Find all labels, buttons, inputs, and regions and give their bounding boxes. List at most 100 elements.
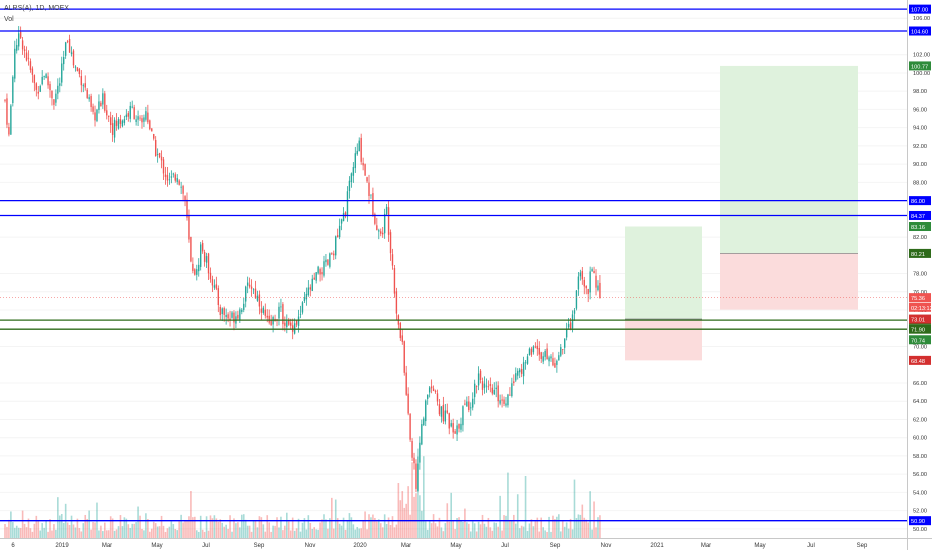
long-term-long-profit-zone[interactable] [720,65,858,254]
candle-body [554,363,556,368]
volume-bar [313,527,316,538]
volume-bar [60,513,63,538]
candle-body [231,312,233,318]
candle-body [460,423,462,430]
candle-body [313,277,315,280]
candle-body [45,74,47,79]
time-tick-label: 6 [11,543,15,549]
candle-body [567,324,570,328]
candle-body [370,194,372,196]
candle-body [239,309,241,320]
price-tick-label: 50.00 [913,527,927,533]
candle-body [589,271,591,293]
candle-body [301,302,304,313]
candle-body [17,33,20,47]
volume-bar [90,529,92,538]
price-tick-label: 100.00 [913,71,930,77]
volume-bar [534,521,537,538]
volume-bar [597,517,599,538]
price-badge: 83.16 [911,225,925,231]
short-term-long-profit-zone[interactable] [625,226,702,320]
candle-body [430,386,433,389]
candle-body [333,253,335,256]
volume-bar [511,520,513,538]
volume-bar [168,526,171,538]
volume-bar [270,531,272,538]
candle-body [248,284,251,287]
volume-bar [70,515,73,538]
volume-bar [401,491,404,538]
price-tick-label: 60.00 [913,436,927,442]
candle-body [475,385,478,387]
volume-bar [39,530,42,538]
candle-body [78,68,81,74]
candle-body [178,180,180,185]
candle-body [444,410,447,422]
volume-bar [485,526,488,538]
candle-body [205,256,208,263]
volume-bar [262,524,265,538]
volume-bar [307,515,310,538]
candle-body [291,325,294,332]
candle-body [270,320,272,326]
candle-body [360,137,362,162]
candle-body [346,191,349,216]
volume-bar [493,522,496,538]
short-term-long-stop-zone[interactable] [625,319,702,361]
candle-body [593,270,595,274]
candle-body [393,268,396,294]
candle-body [569,322,572,330]
volume-bar [139,515,141,538]
candle-body [268,315,270,323]
candle-body [307,287,310,296]
candle-body [200,244,202,267]
volume-bar [391,516,394,538]
candle-body [515,373,517,381]
volume-bar [346,520,349,538]
volume-bar [327,528,329,538]
time-tick-label: Sep [857,543,868,549]
candle-body [188,215,190,240]
candle-body [470,407,472,409]
candle-body [53,99,55,105]
volume-bar [350,517,353,538]
time-tick-label: 2020 [353,543,367,549]
candle-body [385,206,388,215]
volume-bar [585,519,588,538]
candle-body [125,114,128,118]
long-term-long-stop-zone[interactable] [720,253,858,310]
volume-bar [305,529,308,538]
candle-body [59,83,61,86]
candle-body [481,381,484,390]
volume-bar [571,529,574,538]
volume-bar [303,518,306,538]
volume-bar [301,522,304,538]
volume-bar [487,517,490,538]
candle-body [194,269,196,275]
volume-bar [147,518,149,538]
candle-body [135,119,137,122]
volume-bar [464,508,466,538]
volume-bar [13,527,16,538]
volume-bar [6,526,8,538]
price-tick-label: 56.00 [913,472,927,478]
volume-bar [321,519,323,538]
volume-bar [569,518,572,538]
candle-body [217,288,220,306]
candle-body [282,304,284,325]
volume-bar [589,491,591,538]
volume-bar [289,530,292,538]
candle-body [432,388,435,391]
volume-bar [119,515,122,538]
candle-body [417,463,419,491]
volume-bar [250,531,253,538]
volume-bar [507,472,509,538]
volume-bar [524,475,527,538]
candle-body [366,177,368,182]
volume-bar [469,531,472,538]
volume-bar [192,517,194,538]
candle-body [338,225,341,238]
candle-body [440,406,443,417]
